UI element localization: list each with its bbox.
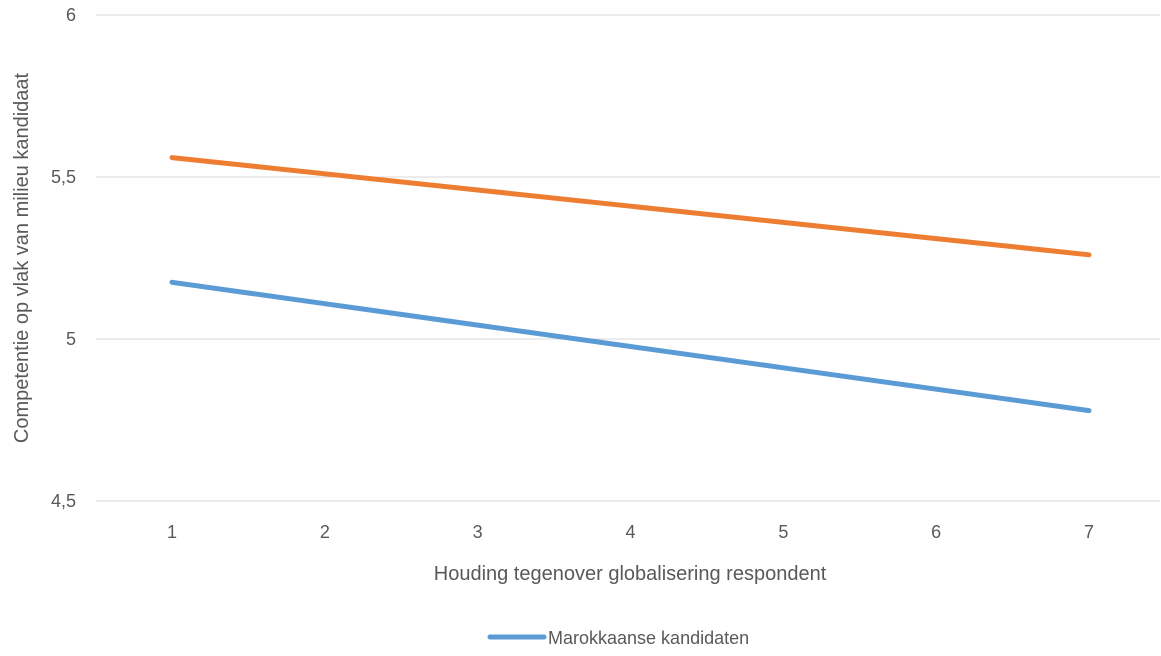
y-tick-label: 5,5 bbox=[51, 167, 76, 187]
series-line-1 bbox=[169, 155, 1092, 258]
x-tick-label: 1 bbox=[167, 522, 177, 542]
x-axis-ticks: 1 2 3 4 5 6 7 bbox=[167, 522, 1094, 542]
y-tick-label: 5 bbox=[66, 329, 76, 349]
x-tick-label: 2 bbox=[320, 522, 330, 542]
x-tick-label: 7 bbox=[1084, 522, 1094, 542]
series-lines bbox=[169, 155, 1092, 414]
x-tick-label: 4 bbox=[625, 522, 635, 542]
y-tick-label: 6 bbox=[66, 5, 76, 25]
y-tick-label: 4,5 bbox=[51, 491, 76, 511]
gridlines bbox=[96, 14, 1160, 502]
legend: Marokkaanse kandidaten bbox=[487, 628, 749, 648]
series-line-2 bbox=[169, 279, 1092, 414]
x-tick-label: 6 bbox=[931, 522, 941, 542]
x-axis-title: Houding tegenover globalisering responde… bbox=[434, 563, 827, 585]
y-axis-title: Competentie op vlak van milieu kandidaat bbox=[11, 72, 33, 443]
y-axis-ticks: 4,5 5 5,5 6 bbox=[51, 5, 76, 511]
x-tick-label: 5 bbox=[778, 522, 788, 542]
x-tick-label: 3 bbox=[473, 522, 483, 542]
legend-label: Marokkaanse kandidaten bbox=[548, 628, 749, 648]
